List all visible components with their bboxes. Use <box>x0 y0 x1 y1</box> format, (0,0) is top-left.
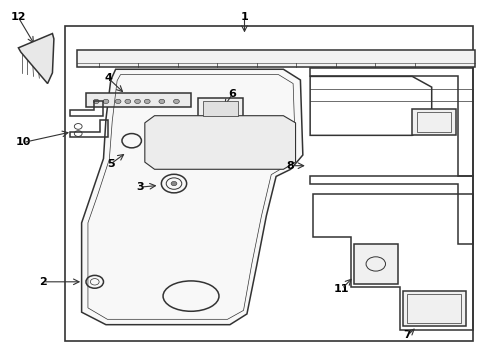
Text: 3: 3 <box>136 182 143 192</box>
Circle shape <box>159 99 164 104</box>
Circle shape <box>144 99 150 104</box>
Bar <box>64 26 472 341</box>
Circle shape <box>124 99 130 104</box>
Bar <box>198 98 243 120</box>
Text: 10: 10 <box>16 138 31 148</box>
Bar <box>402 291 465 327</box>
Bar <box>353 244 397 284</box>
Bar <box>411 109 455 135</box>
Text: 4: 4 <box>104 73 112 83</box>
Circle shape <box>171 181 177 186</box>
Text: 12: 12 <box>11 13 26 22</box>
Circle shape <box>115 99 121 104</box>
Polygon shape <box>81 69 302 325</box>
Polygon shape <box>19 33 54 84</box>
Text: 6: 6 <box>228 89 236 99</box>
Bar <box>203 101 238 116</box>
Polygon shape <box>144 116 295 169</box>
Text: 2: 2 <box>39 277 46 287</box>
Circle shape <box>173 99 179 104</box>
Bar <box>416 112 450 132</box>
Bar <box>86 93 191 107</box>
Text: 5: 5 <box>107 159 114 169</box>
Circle shape <box>103 99 109 104</box>
Text: 9: 9 <box>442 123 449 133</box>
Bar <box>77 50 474 67</box>
Circle shape <box>134 99 140 104</box>
Circle shape <box>93 99 99 104</box>
Text: 8: 8 <box>286 161 294 171</box>
Text: 11: 11 <box>333 284 349 294</box>
Bar <box>407 294 460 323</box>
Text: 1: 1 <box>240 13 248 22</box>
Text: 7: 7 <box>403 330 410 341</box>
